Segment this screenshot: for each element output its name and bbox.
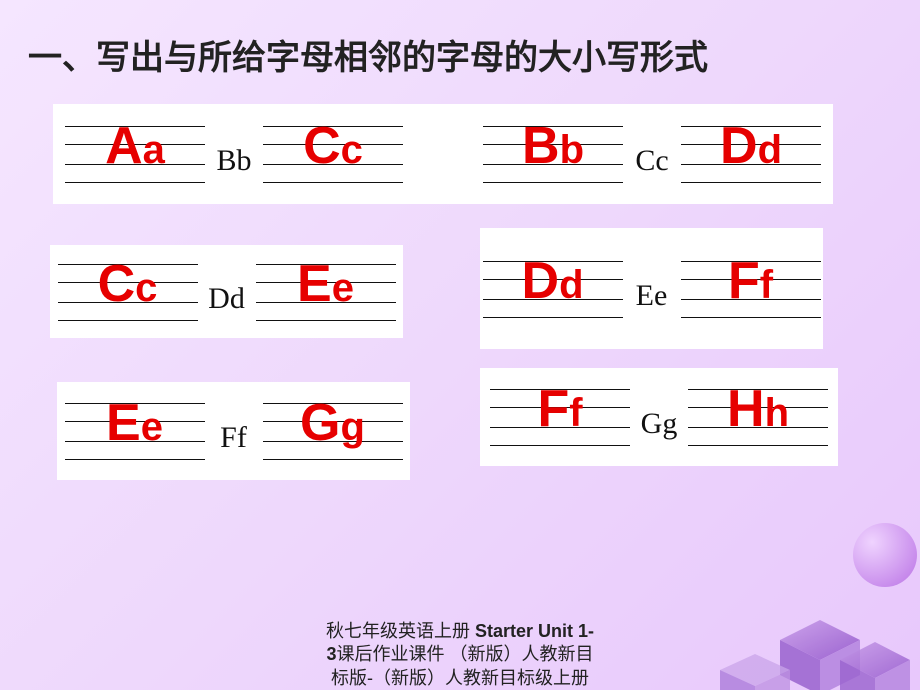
writing-slot: Aa: [65, 114, 205, 194]
footer-line1a: 秋七年级英语上册: [326, 621, 475, 641]
answer-letters: Ee: [65, 397, 205, 449]
exercise-card: CcDdEe: [50, 245, 403, 338]
letter-group: BbCcDd: [481, 114, 823, 194]
footer-line3: 标版-（新版）人教新目标级上册: [331, 668, 589, 688]
writing-slot: Cc: [263, 114, 403, 194]
answer-letters: Bb: [483, 120, 623, 172]
writing-slot: Ff: [681, 249, 821, 329]
letter-group: AaBbCc: [63, 114, 405, 194]
exercise-card: DdEeFf: [480, 228, 823, 349]
answer-letters: Aa: [65, 120, 205, 172]
writing-slot: Cc: [58, 252, 198, 332]
given-letter: Dd: [204, 282, 250, 316]
given-letter: Ff: [211, 421, 257, 455]
answer-letters: Ff: [490, 383, 630, 435]
writing-slot: Gg: [263, 391, 403, 471]
given-letter: Bb: [211, 144, 257, 178]
answer-letters: Ee: [256, 258, 396, 310]
given-letter: Gg: [636, 407, 682, 441]
writing-slot: Bb: [483, 114, 623, 194]
page-title: 一、写出与所给字母相邻的字母的大小写形式: [28, 30, 708, 79]
given-letter: Ee: [629, 279, 675, 313]
answer-letters: Ff: [681, 255, 821, 307]
letter-group: EeFfGg: [63, 391, 405, 471]
writing-slot: Ff: [490, 377, 630, 457]
writing-slot: Hh: [688, 377, 828, 457]
footer-line2a: 3: [326, 644, 336, 664]
footer-line1b: Starter Unit 1-: [475, 621, 594, 641]
letter-group: DdEeFf: [481, 249, 823, 329]
exercise-card: EeFfGg: [57, 382, 410, 480]
answer-letters: Gg: [263, 397, 403, 449]
writing-slot: Ee: [65, 391, 205, 471]
given-letter: Cc: [629, 144, 675, 178]
writing-slot: Dd: [483, 249, 623, 329]
writing-slot: Ee: [256, 252, 396, 332]
answer-letters: Hh: [688, 383, 828, 435]
exercise-card: FfGgHh: [480, 368, 838, 466]
answer-letters: Dd: [483, 255, 623, 307]
answer-letters: Cc: [263, 120, 403, 172]
letter-group: CcDdEe: [56, 252, 398, 332]
answer-letters: Cc: [58, 258, 198, 310]
footer-line2b: 课后作业课件 （新版）人教新目: [337, 644, 594, 664]
footer-caption: 秋七年级英语上册 Starter Unit 1- 3课后作业课件 （新版）人教新…: [0, 620, 920, 690]
exercise-card: AaBbCcBbCcDd: [53, 104, 833, 204]
answer-letters: Dd: [681, 120, 821, 172]
writing-slot: Dd: [681, 114, 821, 194]
letter-group: FfGgHh: [488, 377, 830, 457]
